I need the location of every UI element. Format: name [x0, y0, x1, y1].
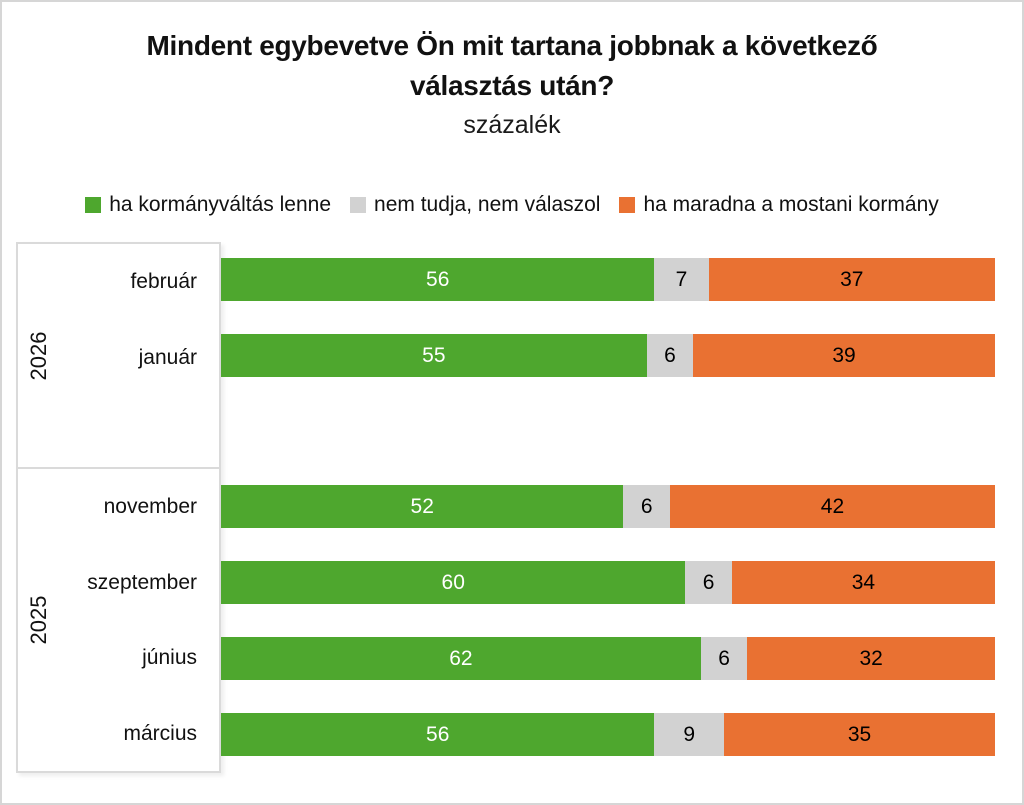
year-group-2025: 2025 november szeptember június március [18, 469, 219, 771]
category-axis-box: 2026 február január 2025 november szeptemb… [16, 242, 221, 773]
bar-value-label: 37 [840, 268, 864, 292]
bar-segment-nem-tudja: 6 [623, 485, 670, 529]
bar-segment-mostani-kormany: 42 [669, 485, 995, 529]
bar-segment-nem-tudja: 6 [685, 561, 732, 605]
bar-value-label: 52 [410, 495, 434, 519]
bar-segment-mostani-kormany: 39 [693, 334, 995, 377]
year-label-2025: 2025 [26, 595, 51, 645]
month-label: november [103, 494, 197, 518]
legend-label: ha kormányváltás lenne [109, 193, 332, 216]
bar-segment-nem-tudja: 6 [646, 334, 694, 377]
bar-value-label: 56 [426, 268, 450, 292]
bar-value-label: 6 [640, 495, 653, 519]
year-label-2026: 2026 [26, 331, 51, 380]
bar-value-label: 34 [851, 571, 876, 595]
bar-segment-mostani-kormany: 37 [708, 258, 995, 302]
bar-value-label: 39 [832, 344, 856, 367]
bar-segment-kormanyvaltas: 60 [221, 561, 686, 605]
bar-value-label: 62 [449, 646, 473, 670]
bar-segment-nem-tudja: 7 [654, 258, 709, 302]
bar-segment-kormanyvaltas: 55 [221, 334, 647, 377]
bar-value-label: 32 [859, 646, 883, 670]
chart-title-line-1: Mindent egybevetve Ön mit tartana jobbna… [146, 30, 878, 61]
month-label: február [130, 269, 197, 293]
bar-segment-mostani-kormany: 34 [731, 561, 995, 605]
bar-value-label: 55 [422, 344, 446, 367]
bar-row: 62 6 32 [221, 636, 995, 680]
legend-swatch-green-icon [85, 197, 102, 213]
bar-segment-kormanyvaltas: 52 [221, 485, 624, 529]
chart-legend: ha kormányváltás lenne nem tudja, nem vá… [2, 193, 1022, 217]
bar-value-label: 42 [820, 495, 845, 519]
bar-value-label: 6 [664, 344, 676, 367]
chart-subtitle: százalék [463, 111, 561, 139]
bar-segment-mostani-kormany: 35 [724, 712, 995, 756]
bar-value-label: 56 [426, 722, 450, 746]
bar-row: 52 6 42 [221, 485, 995, 529]
month-label: június [142, 646, 197, 670]
bar-segment-kormanyvaltas: 56 [221, 258, 655, 302]
bar-segment-kormanyvaltas: 62 [221, 636, 701, 680]
bar-value-label: 9 [683, 722, 696, 746]
legend-item-kormanyvaltas: ha kormányváltás lenne [85, 193, 331, 217]
chart-title-line-2: választás után? [409, 70, 615, 101]
month-label: március [123, 722, 197, 746]
bar-row: 56 9 35 [221, 712, 995, 756]
legend-label: nem tudja, nem válaszol [374, 193, 601, 216]
bar-row: 60 6 34 [221, 561, 995, 605]
bar-segment-nem-tudja: 6 [700, 636, 748, 680]
legend-item-nem-tudja: nem tudja, nem válaszol [350, 193, 600, 217]
bar-row: 55 6 39 [221, 334, 995, 377]
bar-value-label: 6 [718, 646, 730, 670]
month-label: január [138, 345, 197, 369]
bar-segment-mostani-kormany: 32 [747, 636, 995, 680]
legend-item-mostani-kormany: ha maradna a mostani kormány [619, 193, 939, 217]
bar-value-label: 7 [675, 268, 688, 292]
bar-value-label: 35 [847, 722, 872, 746]
bar-segment-kormanyvaltas: 56 [221, 712, 655, 756]
chart-title: Mindent egybevetve Ön mit tartana jobbna… [62, 26, 962, 106]
bar-segment-nem-tudja: 9 [654, 712, 725, 756]
legend-swatch-gray-icon [350, 197, 367, 213]
legend-swatch-orange-icon [619, 197, 636, 213]
bar-value-label: 6 [702, 571, 715, 595]
year-group-2026: 2026 február január [18, 244, 219, 469]
bar-value-label: 60 [441, 571, 465, 595]
bar-row: 56 7 37 [221, 258, 995, 302]
month-label: szeptember [87, 570, 197, 594]
legend-label: ha maradna a mostani kormány [643, 193, 939, 216]
